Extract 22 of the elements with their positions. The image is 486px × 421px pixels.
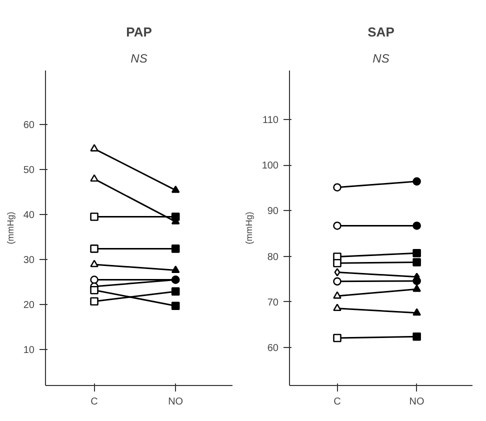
y-tick-label: 20 — [23, 300, 35, 311]
text: NS — [372, 52, 390, 66]
y-axis-title: (mmHg) — [5, 212, 16, 244]
chart-title: PAP — [126, 24, 152, 40]
chart-title: SAP — [368, 24, 395, 40]
y-tick-label: 110 — [262, 114, 279, 126]
x-tick-label: C — [90, 396, 98, 408]
x-tick-label: NO — [409, 396, 425, 408]
text: NS — [130, 52, 148, 66]
y-tick-label: 90 — [267, 206, 279, 218]
x-tick-label: C — [334, 396, 341, 408]
y-tick-label: 100 — [262, 160, 279, 172]
y-tick-label: 70 — [267, 297, 279, 308]
y-tick-label: 80 — [267, 252, 279, 263]
y-tick-label: 50 — [23, 165, 35, 176]
y-tick-label: 60 — [23, 120, 35, 131]
y-tick-label: 40 — [23, 210, 35, 221]
x-tick-label: NO — [168, 396, 184, 408]
y-tick-label: 10 — [23, 345, 35, 356]
y-axis-title: (mmHg) — [244, 212, 254, 244]
y-tick-label: 60 — [267, 343, 279, 354]
y-tick-label: 30 — [23, 255, 35, 266]
